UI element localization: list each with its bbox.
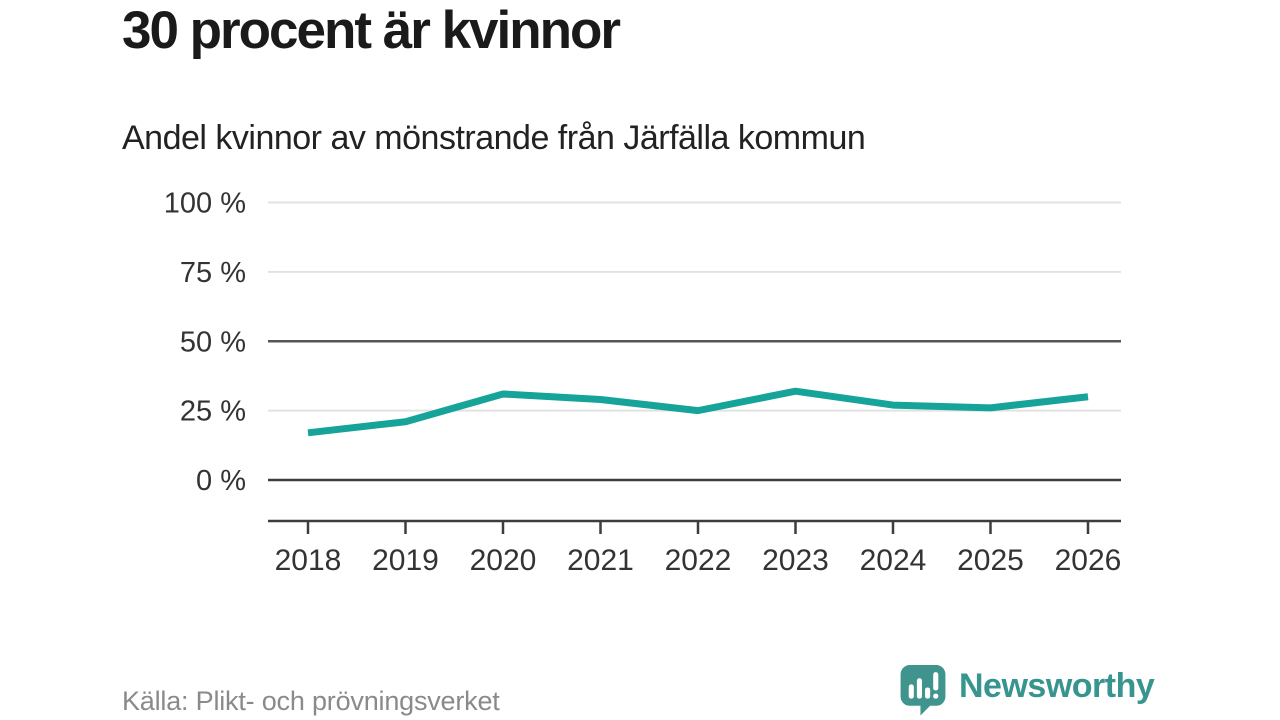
x-axis-label: 2020	[470, 544, 537, 577]
x-axis-label: 2023	[762, 544, 829, 577]
x-axis-label: 2025	[957, 544, 1024, 577]
data-line-andel-kvinnor	[307, 387, 1089, 437]
newsworthy-logo: Newsworthy	[898, 663, 1155, 716]
x-axis-label: 2022	[665, 544, 732, 577]
brand-name: Newsworthy	[959, 666, 1155, 705]
source-note: Källa: Plikt- och prövningsverket	[122, 686, 500, 716]
y-axis-label: 50 %	[180, 326, 246, 358]
chart-canvas: 0 % 25 % 50 % 75 % 100 % 2018 2019 2020 2021 2022…	[164, 188, 1122, 578]
x-axis-label: 2026	[1055, 544, 1122, 577]
page-title: 30 procent är kvinnor	[122, 1, 621, 60]
newsworthy-logo-icon	[900, 665, 946, 716]
y-axis-label: 25 %	[180, 396, 246, 428]
y-axis-label: 0 %	[196, 465, 246, 497]
line-chart: 0 % 25 % 50 % 75 % 100 % 2018 2019 2020 2021 2022…	[164, 188, 1122, 578]
x-axis-label: 2024	[860, 544, 927, 577]
chart-subtitle: Andel kvinnor av mönstrande från Järfäll…	[122, 119, 866, 157]
y-axis-label: 75 %	[180, 257, 246, 289]
x-axis-label: 2019	[372, 544, 439, 577]
x-axis-label: 2021	[567, 544, 634, 577]
x-axis-label: 2018	[275, 544, 342, 577]
y-axis-label: 100 %	[164, 188, 246, 220]
